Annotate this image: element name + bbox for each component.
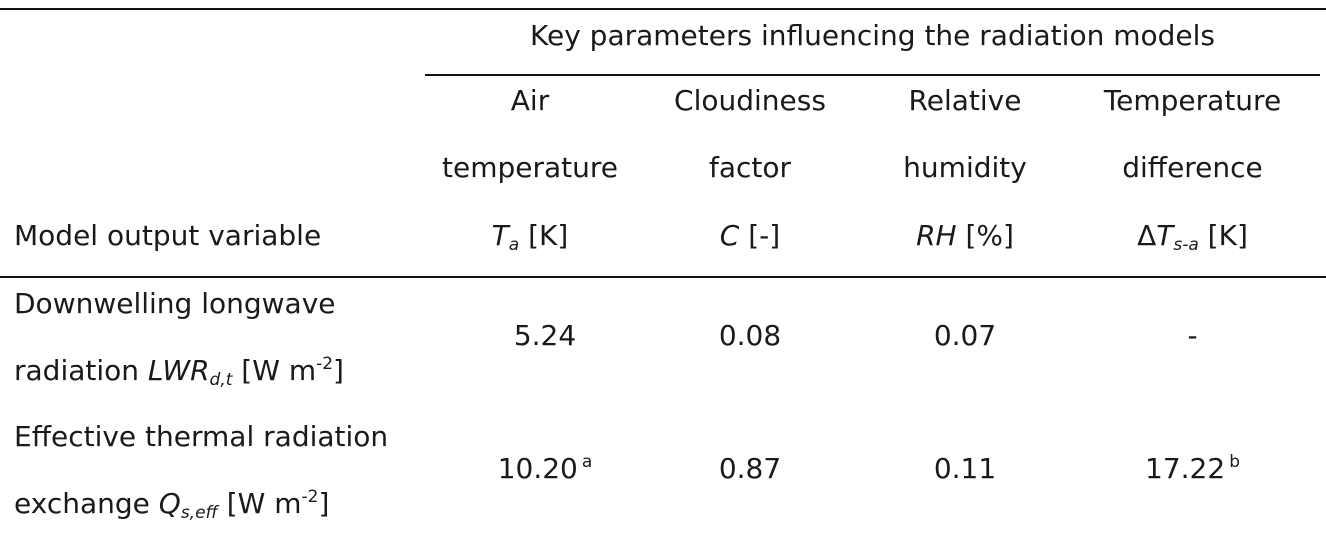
table-cell: 5.24 (513, 319, 577, 352)
symbol: C (719, 219, 740, 252)
label-unit-superscript: -2 (316, 354, 334, 374)
row-label-line2: exchange Qs,eff [W m-2] (14, 486, 329, 522)
header-bottom-rule (0, 276, 1326, 278)
label-symbol: Q (158, 487, 181, 520)
label-unit: [W m (217, 487, 302, 520)
label-symbol: LWR (147, 354, 210, 387)
unit: [K] (519, 219, 569, 252)
column-header-symbol: RH [%] (860, 218, 1070, 254)
delta-prefix: Δ (1137, 219, 1157, 252)
column-header-line2: temperature (442, 151, 618, 184)
table-cell: 0.07 (933, 319, 997, 352)
row-label-line1: Effective thermal radiation (14, 420, 389, 453)
footnote-marker: a (581, 452, 593, 472)
column-header-line1: Air (510, 84, 550, 117)
table-cell: 10.20 a (497, 452, 593, 485)
symbol: T (1156, 219, 1174, 252)
column-header-symbol: C [-] (645, 218, 855, 254)
column-header-line1: Relative (908, 84, 1022, 117)
row-label-line2: radiation LWRd,t [W m-2] (14, 353, 344, 389)
table-cell: - (1187, 319, 1198, 352)
symbol: T (491, 219, 509, 252)
row-label-line1: Downwelling longwave (14, 287, 336, 320)
column-header-line2: factor (708, 151, 792, 184)
unit: [-] (739, 219, 781, 252)
label-unit-superscript: -2 (301, 487, 319, 507)
label-text: exchange (14, 487, 159, 520)
label-subscript: s,eff (180, 503, 218, 523)
group-header-rule (425, 74, 1320, 76)
column-header-line1: Temperature (1103, 84, 1282, 117)
symbol: RH (916, 219, 957, 252)
column-header-symbol: Ta [K] (425, 218, 635, 254)
column-header-symbol: ΔTs-a [K] (1080, 218, 1305, 254)
table-cell: 0.08 (718, 319, 782, 352)
table-cell: 17.22 b (1145, 452, 1240, 485)
stub-header: Model output variable (14, 219, 322, 252)
symbol-subscript: a (508, 235, 520, 255)
footnote-marker: b (1229, 452, 1240, 472)
label-unit-close: ] (333, 354, 344, 387)
symbol-subscript: s-a (1173, 235, 1199, 255)
table-cell: 0.11 (933, 452, 997, 485)
top-rule (0, 8, 1326, 10)
unit: [K] (1198, 219, 1248, 252)
label-unit-close: ] (318, 487, 330, 520)
column-header-line2: humidity (903, 151, 1027, 184)
column-header-line2: difference (1122, 151, 1263, 184)
table-cell: 0.87 (718, 452, 782, 485)
label-unit: [W m (232, 354, 317, 387)
label-text: radiation (14, 354, 148, 387)
unit: [%] (956, 219, 1014, 252)
column-header-line1: Cloudiness (674, 84, 826, 117)
group-header: Key parameters influencing the radiation… (530, 19, 1215, 52)
label-subscript: d,t (209, 370, 233, 390)
